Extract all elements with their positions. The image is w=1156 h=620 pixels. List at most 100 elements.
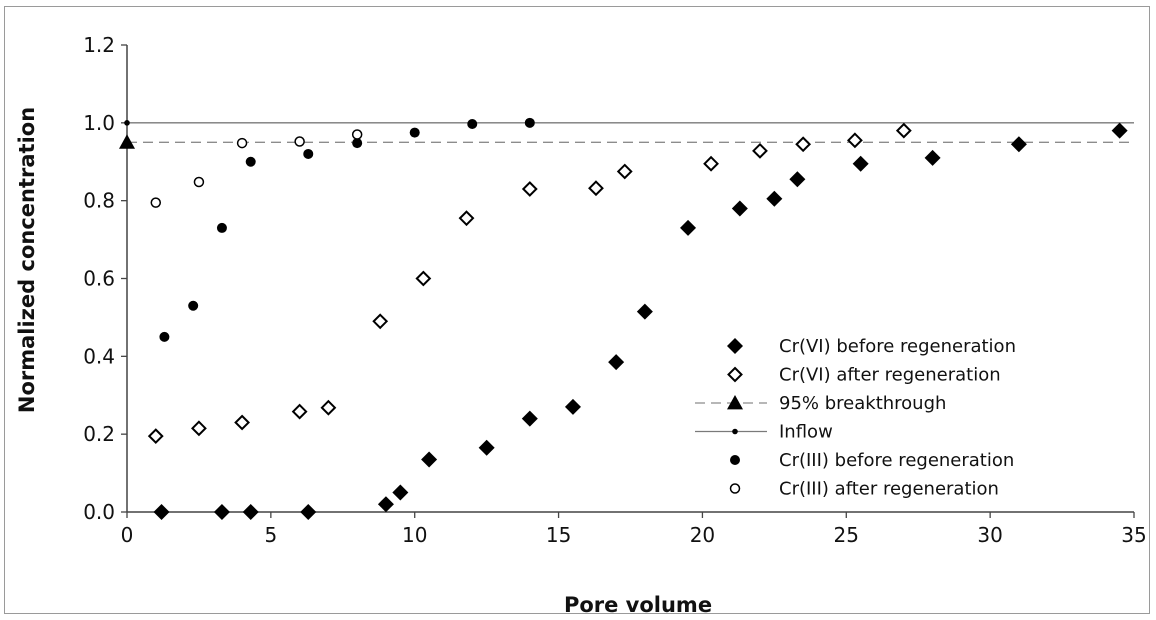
data-point: [409, 127, 420, 138]
data-point: [478, 439, 495, 456]
data-point: [731, 200, 748, 217]
data-point: [213, 504, 230, 520]
data-point: [245, 156, 256, 167]
data-point: [636, 303, 653, 320]
series-cr-vi-before-regeneration: [153, 122, 1128, 520]
data-point: [377, 496, 394, 513]
data-point: [1111, 122, 1128, 139]
x-tick-label: 15: [546, 523, 571, 547]
data-point: [766, 190, 783, 207]
chart-frame: [4, 6, 1150, 614]
data-point: [153, 504, 170, 520]
data-point: [680, 219, 697, 236]
legend-label: Cr(VI) after regeneration: [779, 365, 1001, 386]
data-point: [421, 451, 438, 468]
data-point: [608, 354, 625, 371]
legend-item-cr-iii-after-regeneration: Cr(III) after regeneration: [729, 479, 999, 500]
data-point: [372, 313, 389, 330]
legend: Cr(VI) before regeneration Cr(VI) after r…: [695, 336, 1016, 500]
data-point: [588, 180, 604, 197]
data-point: [352, 138, 363, 149]
data-point: [616, 163, 633, 180]
y-axis-title: Normalized concentration: [15, 107, 39, 413]
y-axis-ticks: 0.0 0.2 0.4 0.6 0.8 1.0 1.2: [83, 33, 127, 524]
data-point: [291, 403, 308, 420]
data-point: [521, 181, 538, 197]
data-point: [524, 117, 535, 128]
data-point: [191, 420, 207, 437]
y-tick-label: 0.6: [83, 267, 115, 291]
x-tick-label: 0: [121, 523, 134, 547]
data-point: [159, 331, 170, 342]
x-tick-label: 35: [1121, 523, 1146, 547]
legend-label: 95% breakthrough: [779, 393, 946, 414]
x-axis-ticks: 0 5 10 15 20 25 30 35: [121, 512, 1147, 547]
data-point: [242, 504, 259, 520]
data-point: [150, 197, 162, 208]
data-point: [564, 398, 581, 415]
series-cr-iii-before-regeneration: [159, 117, 535, 342]
data-point: [351, 129, 363, 140]
legend-label: Cr(VI) before regeneration: [779, 336, 1016, 357]
data-point: [789, 171, 806, 188]
y-tick-label: 0.2: [83, 422, 115, 446]
series-inflow: [124, 120, 130, 126]
data-point: [193, 176, 205, 188]
legend-label: Cr(III) before regeneration: [779, 450, 1014, 471]
data-points: [119, 117, 1128, 520]
legend-marker: [732, 428, 738, 435]
data-point: [300, 504, 317, 520]
legend-label: Inflow: [779, 422, 833, 443]
data-point: [521, 410, 538, 427]
data-point: [294, 136, 305, 147]
x-tick-label: 5: [264, 523, 277, 547]
y-tick-label: 0.4: [83, 344, 115, 368]
data-point: [847, 132, 863, 149]
data-point: [147, 428, 164, 445]
x-tick-label: 20: [690, 523, 715, 547]
legend-marker: [729, 483, 741, 494]
x-tick-label: 10: [402, 523, 427, 547]
y-tick-label: 1.2: [83, 33, 115, 57]
data-point: [924, 149, 941, 166]
data-point: [303, 148, 314, 159]
legend-item-95-breakthrough: 95% breakthrough: [695, 393, 946, 414]
data-point: [236, 137, 248, 149]
data-point: [119, 134, 135, 149]
data-point: [895, 122, 912, 139]
data-point: [467, 119, 478, 130]
data-point: [320, 399, 337, 416]
legend-item-cr-vi-after-regeneration: Cr(VI) after regeneration: [727, 365, 1001, 386]
data-point: [1010, 136, 1027, 153]
legend-marker: [727, 395, 743, 410]
legend-marker: [727, 366, 743, 383]
data-point: [752, 142, 768, 159]
y-tick-label: 1.0: [83, 111, 115, 135]
data-point: [703, 155, 719, 172]
series-95-breakthrough: [119, 134, 135, 149]
data-point: [415, 270, 432, 287]
axes: [126, 45, 1134, 513]
data-point: [188, 300, 199, 311]
data-point: [852, 155, 869, 172]
data-point: [392, 484, 409, 501]
legend-item-cr-vi-before-regeneration: Cr(VI) before regeneration: [727, 336, 1016, 357]
legend-marker: [730, 455, 740, 465]
data-point: [124, 120, 130, 126]
legend-label: Cr(III) after regeneration: [779, 479, 999, 500]
x-tick-label: 30: [977, 523, 1002, 547]
y-tick-label: 0.8: [83, 189, 115, 213]
x-axis-title: Pore volume: [564, 593, 712, 617]
x-tick-label: 25: [834, 523, 859, 547]
legend-marker: [727, 338, 743, 354]
data-point: [795, 136, 812, 153]
data-point: [216, 222, 227, 233]
plot-lines: [127, 122, 1134, 143]
series-cr-vi-after-regeneration: [147, 122, 912, 445]
y-tick-label: 0.0: [83, 500, 115, 524]
data-point: [458, 210, 475, 227]
series-cr-iii-after-regeneration: [150, 129, 363, 208]
legend-item-inflow: Inflow: [695, 422, 833, 443]
data-point: [234, 414, 250, 431]
